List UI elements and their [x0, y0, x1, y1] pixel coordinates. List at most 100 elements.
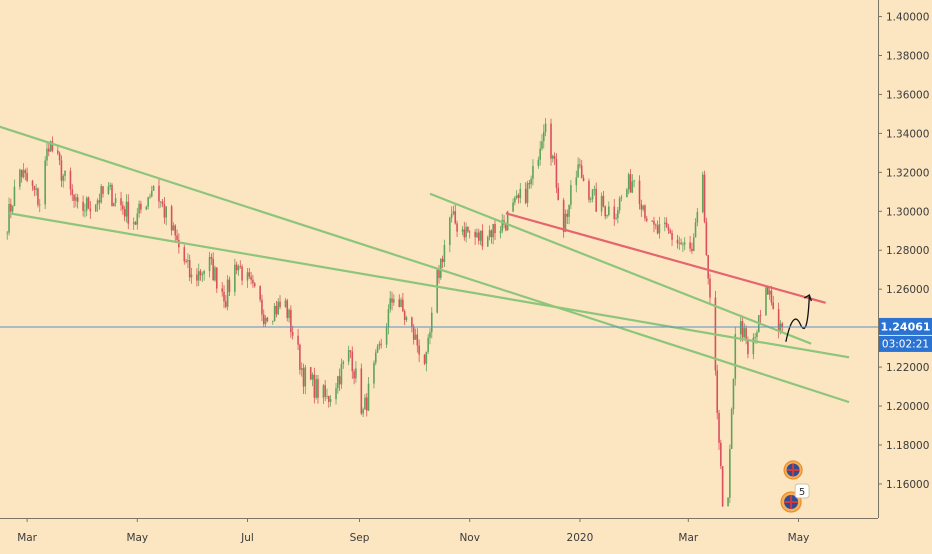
candlestick-series — [6, 118, 784, 507]
y-axis[interactable]: 1.40000 1.38000 1.36000 1.34000 1.32000 1.300… — [878, 12, 929, 491]
candle-body — [226, 279, 229, 307]
candle-body — [223, 291, 225, 302]
candle-body — [705, 221, 708, 256]
candle-body — [237, 266, 240, 271]
current-price-value: 1.24061 — [880, 320, 930, 333]
candle-body — [427, 337, 429, 352]
candle-body — [526, 183, 529, 203]
candle-body — [658, 224, 661, 234]
y-tick-label: 1.26000 — [886, 284, 929, 296]
candle-body — [436, 269, 438, 313]
candle-body — [756, 332, 758, 338]
candle-body — [642, 205, 644, 210]
event-markers[interactable]: 5 — [780, 460, 810, 513]
support-trendline — [429, 192, 812, 345]
candle-body — [57, 150, 59, 154]
candle-body — [490, 230, 493, 238]
candle-body — [537, 159, 540, 166]
candle-body — [338, 376, 341, 385]
support-trendline — [8, 212, 850, 359]
candle-body — [13, 186, 16, 207]
candle-body — [138, 203, 140, 214]
candle-body — [575, 177, 578, 186]
candle-body — [387, 309, 390, 328]
candle-body — [467, 226, 469, 232]
candle-body — [389, 298, 392, 310]
candle-body — [479, 230, 482, 241]
candle-body — [261, 299, 263, 315]
candle-body — [430, 312, 433, 333]
candle-body — [165, 206, 168, 218]
candle-body — [275, 305, 278, 315]
candle-body — [89, 208, 92, 212]
candle-body — [707, 255, 709, 279]
x-axis[interactable]: Mar May Jul Sep Nov 2020 Mar May — [17, 518, 809, 544]
y-tick-label: 1.22000 — [886, 362, 929, 374]
candle-body — [107, 186, 110, 194]
candle-body — [73, 194, 75, 201]
candle-body — [505, 224, 507, 231]
candle-body — [315, 379, 317, 398]
candle-body — [208, 256, 211, 272]
candle-body — [443, 245, 446, 263]
candle-body — [38, 204, 41, 206]
candle-body — [414, 334, 417, 340]
uk-flag-marker[interactable] — [783, 460, 803, 480]
price-label[interactable]: 1.24061 03:02:21 — [879, 317, 932, 352]
support-trendline — [0, 125, 850, 404]
candle-body — [452, 211, 455, 215]
candle-body — [405, 317, 408, 320]
candle-body — [337, 376, 339, 389]
candle-body — [743, 328, 746, 338]
candle-body — [159, 201, 162, 203]
candle-body — [62, 175, 65, 181]
candle-body — [718, 412, 720, 443]
candle-body — [252, 279, 254, 284]
candle-body — [8, 203, 10, 233]
flag-badge-cross — [784, 495, 799, 509]
candle-body — [474, 231, 476, 238]
candle-body — [313, 374, 316, 398]
candle-body — [82, 201, 84, 211]
uk-flag-marker-stack[interactable]: 5 — [780, 483, 810, 513]
candle-body — [501, 220, 504, 232]
candle-body — [613, 206, 616, 219]
candle-body — [691, 248, 693, 252]
candle-body — [326, 395, 328, 397]
candle-body — [362, 409, 364, 414]
candle-body — [47, 148, 50, 152]
candle-body — [391, 298, 393, 303]
candle-body — [279, 301, 281, 307]
x-tick-label: Mar — [17, 532, 37, 544]
candle-body — [499, 231, 502, 234]
candle-body — [514, 197, 516, 203]
flag-badge-cross — [787, 464, 800, 476]
candle-body — [627, 174, 630, 190]
candle-body — [492, 223, 494, 238]
candle-body — [113, 202, 115, 207]
candle-body — [273, 305, 276, 321]
candle-body — [517, 195, 520, 198]
candle-body — [631, 181, 634, 193]
candle-body — [342, 361, 345, 364]
candle-body — [620, 197, 623, 199]
candle-body — [378, 343, 381, 347]
candle-body — [215, 267, 218, 289]
candle-body — [416, 334, 419, 346]
candle-body — [754, 337, 756, 338]
candle-body — [741, 321, 744, 338]
candle-body — [465, 226, 467, 238]
candle-body — [11, 206, 14, 212]
candle-body — [588, 180, 590, 200]
candle-body — [248, 272, 251, 277]
candle-body — [221, 288, 224, 292]
candle-body — [176, 235, 178, 240]
candle-body — [190, 274, 193, 278]
candle-body — [266, 317, 269, 322]
x-tick-label: May — [788, 532, 810, 544]
candle-body — [539, 148, 541, 160]
candle-body — [544, 123, 547, 132]
candle-body — [297, 335, 299, 345]
